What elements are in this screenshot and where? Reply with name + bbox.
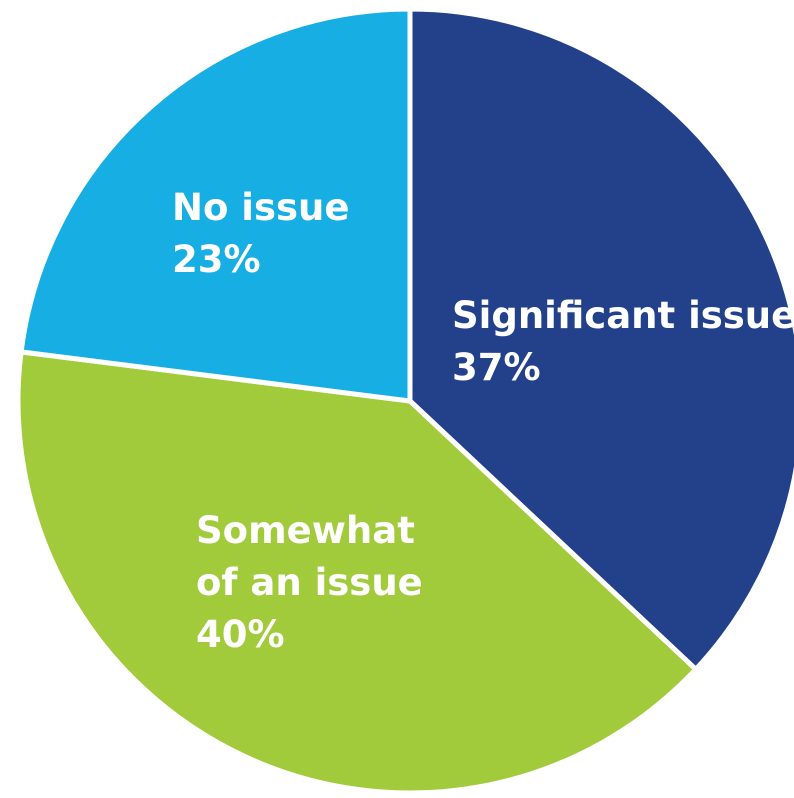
pie-labels: Significant issue 37% Somewhat of an issue 4… (172, 186, 794, 656)
pie-slice-0 (407, 6, 794, 672)
pie-slices (15, 6, 794, 796)
slice-category-label: Somewhat (196, 509, 415, 552)
slice-percent-label: 37% (452, 346, 541, 389)
slice-category-label: No issue (172, 186, 349, 229)
pie-slice-1 (15, 349, 699, 796)
pie-slice-2 (18, 6, 413, 404)
slice-percent-label: 40% (196, 613, 285, 656)
slice-category-label: of an issue (196, 561, 423, 604)
slice-percent-label: 23% (172, 238, 261, 281)
slice-category-label: Significant issue (452, 294, 794, 337)
